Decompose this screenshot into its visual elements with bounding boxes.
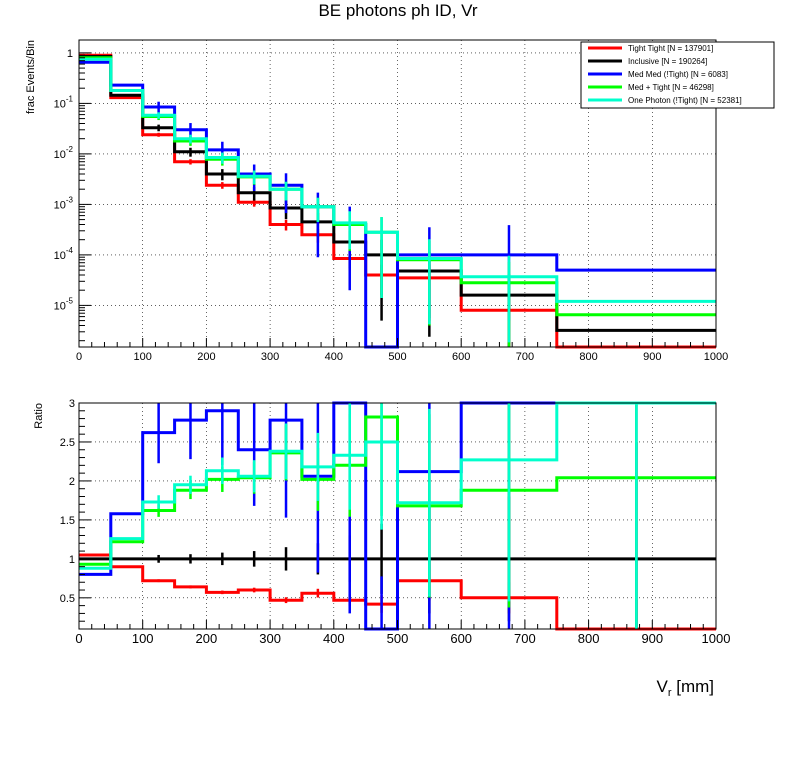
top-x-tick-label: 800	[579, 351, 597, 363]
top-y-tick-label: 10-3	[54, 195, 74, 211]
top-x-tick-label: 300	[261, 351, 279, 363]
bottom-y-axis-label: Ratio	[33, 403, 45, 429]
y-tick-exponent: -3	[66, 195, 74, 204]
y-tick-base: 1	[67, 48, 73, 60]
top-x-tick-label: 200	[197, 351, 215, 363]
bottom-y-tick-label: 1	[69, 554, 75, 566]
top-y-tick-label: 10-1	[54, 94, 74, 110]
bottom-x-tick-label: 0	[75, 631, 82, 646]
bottom-x-tick-label: 900	[641, 631, 663, 646]
bottom-x-tick-label: 200	[196, 631, 218, 646]
bottom-x-tick-label: 500	[387, 631, 409, 646]
legend-label: Tight Tight [N = 137901]	[628, 44, 713, 53]
bottom-x-tick-label: 600	[450, 631, 472, 646]
top-y-tick-label: 1	[67, 48, 73, 60]
chart-title: BE photons ph ID, Vr	[318, 1, 477, 20]
top-y-tick-label: 10-4	[54, 246, 74, 262]
y-tick-base: 10	[54, 199, 66, 211]
x-axis-label-sub: r	[668, 687, 672, 699]
top-axes: 0 100 200 300 400 500 600 700 800 900 100010-510-4…	[54, 48, 729, 363]
top-x-tick-label: 900	[643, 351, 661, 363]
legend-label: One Photon (!Tight) [N = 52381]	[628, 96, 742, 105]
bottom-y-tick-label: 0.5	[60, 593, 75, 605]
y-tick-base: 10	[54, 250, 66, 262]
top-x-tick-label: 100	[134, 351, 152, 363]
bottom-y-tick-label: 2.5	[60, 437, 75, 449]
x-axis-label: Vr [mm]	[656, 677, 714, 699]
bottom-axes: 0 100 200 300 400 500 600 700 800 900 1000 0.5 1 1.5 2…	[60, 398, 731, 646]
top-y-tick-label: 10-5	[54, 296, 74, 312]
legend: Tight Tight [N = 137901] Inclusive [N = 1…	[580, 41, 775, 109]
top-x-tick-label: 700	[516, 351, 534, 363]
legend-label: Inclusive [N = 190264]	[628, 57, 707, 66]
bottom-x-tick-label: 100	[132, 631, 154, 646]
top-x-tick-label: 500	[388, 351, 406, 363]
bottom-x-tick-label: 1000	[702, 631, 731, 646]
y-tick-exponent: -4	[66, 246, 74, 255]
y-tick-base: 10	[54, 149, 66, 161]
top-y-tick-label: 10-2	[54, 145, 74, 161]
bottom-x-tick-label: 800	[578, 631, 600, 646]
legend-label: Med + Tight [N = 46298]	[628, 83, 714, 92]
top-x-tick-label: 0	[76, 351, 82, 363]
bottom-y-tick-label: 3	[69, 398, 75, 410]
y-tick-exponent: -5	[66, 296, 74, 305]
legend-entries: Tight Tight [N = 137901] Inclusive [N = 1…	[588, 44, 742, 105]
x-axis-label-unit: [mm]	[672, 677, 715, 696]
legend-label: Med Med (!Tight) [N = 6083]	[628, 70, 728, 79]
bottom-y-tick-label: 2	[69, 476, 75, 488]
top-x-tick-label: 1000	[704, 351, 728, 363]
bottom-x-tick-label: 400	[323, 631, 345, 646]
bottom-x-tick-label: 700	[514, 631, 536, 646]
y-tick-exponent: -1	[66, 94, 74, 103]
y-tick-base: 10	[54, 98, 66, 110]
y-tick-base: 10	[54, 300, 66, 312]
bottom-y-tick-label: 1.5	[60, 515, 75, 527]
top-x-tick-label: 400	[325, 351, 343, 363]
bottom-series-group	[79, 401, 716, 631]
top-y-axis-label: frac Events/Bin	[25, 40, 37, 114]
x-axis-label-main: V	[656, 677, 668, 696]
top-x-tick-label: 600	[452, 351, 470, 363]
top-series-group	[79, 53, 716, 349]
y-tick-exponent: -2	[66, 145, 74, 154]
bottom-x-tick-label: 300	[259, 631, 281, 646]
